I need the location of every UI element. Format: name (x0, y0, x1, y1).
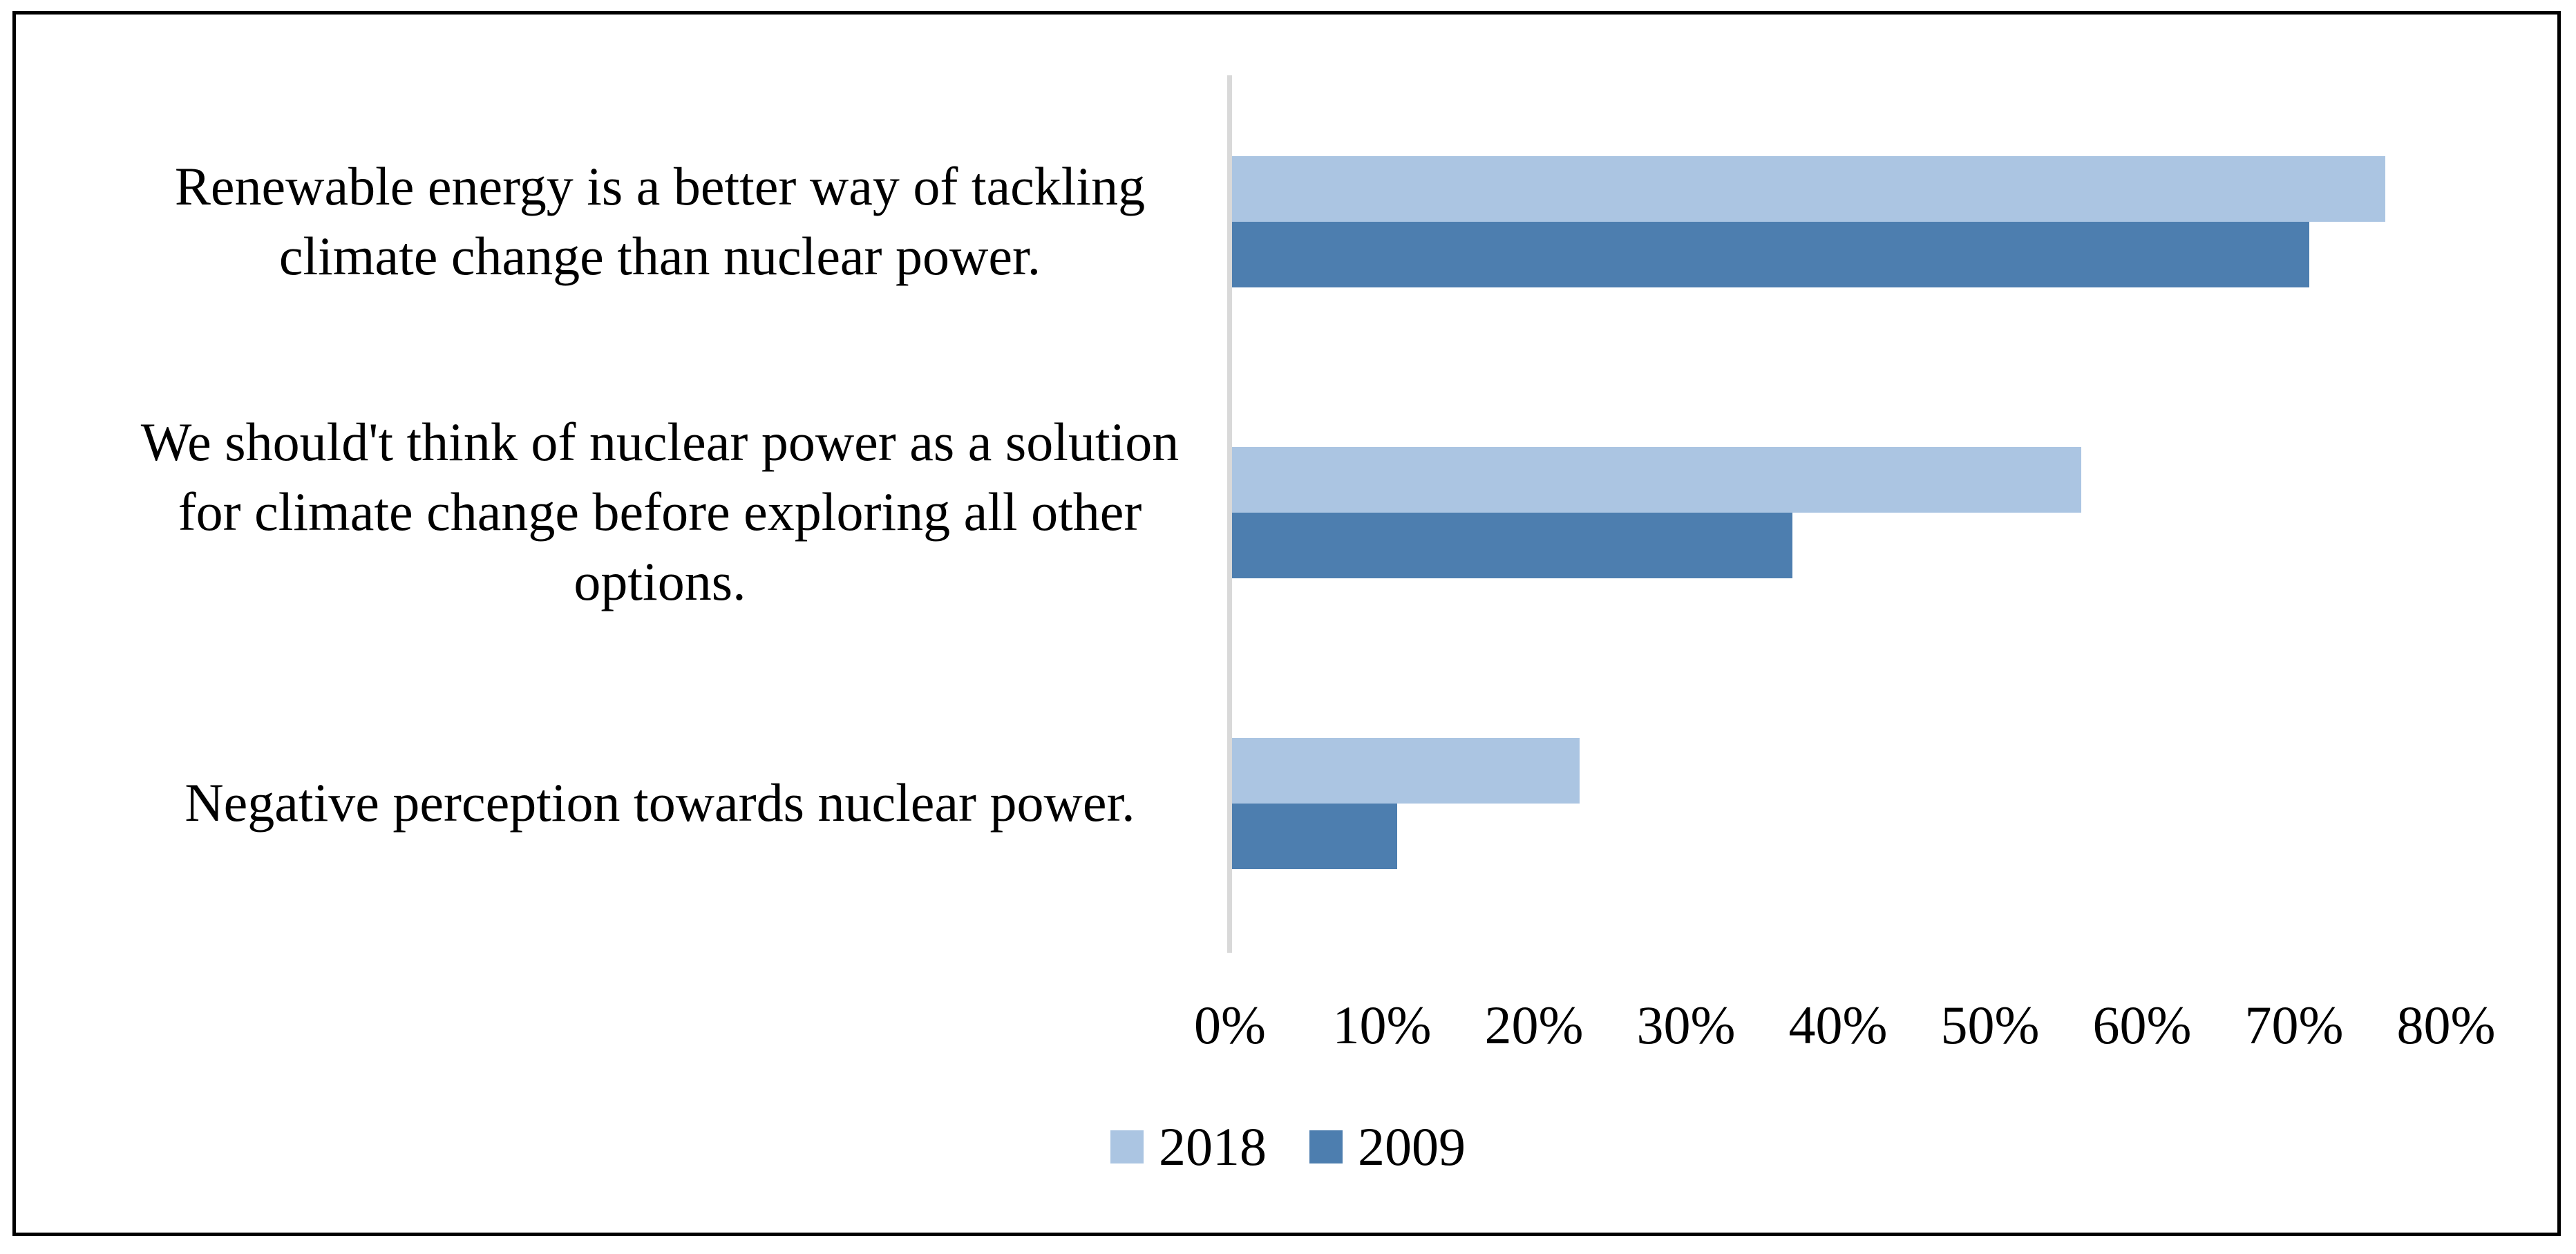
x-axis-tick-label: 40% (1788, 995, 1888, 1055)
legend-item-2018: 2018 (1110, 1111, 1267, 1183)
bar-2018 (1230, 447, 2081, 513)
category-label-line: climate change than nuclear power. (278, 225, 1041, 286)
x-axis-tick-label: 60% (2092, 995, 2192, 1055)
legend-label-2018: 2018 (1159, 1117, 1267, 1177)
category-label: We should't think of nuclear power as a … (69, 366, 1251, 657)
x-axis-tick-label: 10% (1332, 995, 1432, 1055)
legend: 2018 2009 (0, 1111, 2576, 1183)
legend-label-2009: 2009 (1358, 1117, 1466, 1177)
x-axis-tick-label: 70% (2244, 995, 2344, 1055)
legend-swatch-2018 (1110, 1130, 1144, 1163)
category-label: Negative perception towards nuclear powe… (69, 657, 1251, 948)
bar-2009 (1230, 222, 2309, 287)
category-label: Renewable energy is a better way of tack… (69, 75, 1251, 366)
x-axis-tick-label: 80% (2396, 995, 2496, 1055)
legend-swatch-2009 (1309, 1130, 1343, 1163)
y-axis-line (1227, 75, 1232, 953)
category-label-line: We should't think of nuclear power as a … (140, 412, 1180, 472)
x-axis-tick-label: 30% (1636, 995, 1736, 1055)
x-axis-tick-label: 50% (1940, 995, 2040, 1055)
x-axis-tick-label: 20% (1484, 995, 1584, 1055)
category-label-line: for climate change before exploring all … (178, 482, 1142, 542)
x-axis-tick-label: 0% (1194, 995, 1266, 1055)
bar-2009 (1230, 513, 1792, 578)
category-label-line: Renewable energy is a better way of tack… (174, 155, 1146, 216)
bar-2009 (1230, 804, 1397, 869)
bar-2018 (1230, 156, 2385, 222)
bar-2018 (1230, 738, 1580, 804)
category-label-line: options. (574, 551, 746, 611)
legend-item-2009: 2009 (1309, 1111, 1466, 1183)
category-label-line: Negative perception towards nuclear powe… (184, 772, 1135, 833)
